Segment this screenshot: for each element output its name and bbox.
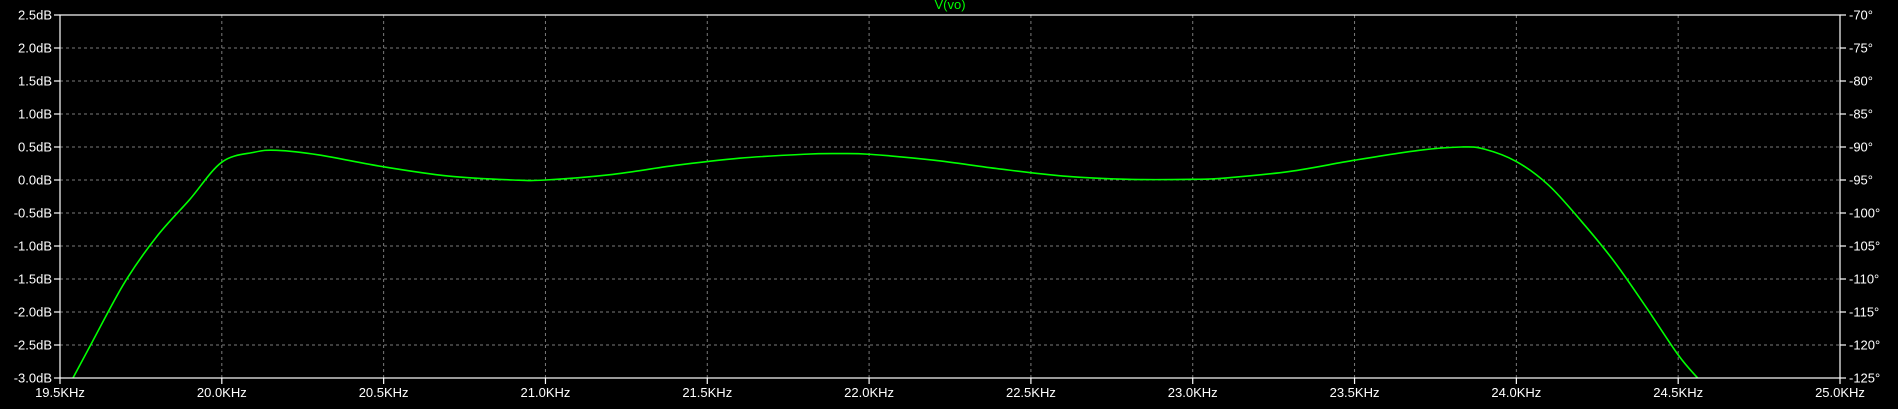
x-tick-label: 19.5KHz <box>35 385 85 400</box>
x-axis-labels: 19.5KHz 20.0KHz 20.5KHz 21.0KHz 21.5KHz 22.0K… <box>35 385 1865 400</box>
y-tick-label: 2.0dB <box>18 41 52 56</box>
y-tick-label: 1.0dB <box>18 107 52 122</box>
y-tick-label: 1.5dB <box>18 74 52 89</box>
x-tick-label: 20.0KHz <box>197 385 247 400</box>
x-tick-label: 21.0KHz <box>521 385 571 400</box>
x-tick-label: 20.5KHz <box>359 385 409 400</box>
y-tick-label: -1.0dB <box>14 239 52 254</box>
y2-tick-label: -105° <box>1849 239 1880 254</box>
y-tick-label: -2.5dB <box>14 338 52 353</box>
y2-tick-label: -75° <box>1849 41 1873 56</box>
series-line-vvo <box>72 146 1699 379</box>
y2-tick-label: -95° <box>1849 173 1873 188</box>
y-tick-label: -1.5dB <box>14 272 52 287</box>
y2-tick-label: -90° <box>1849 140 1873 155</box>
y2-tick-label: -115° <box>1849 305 1879 320</box>
y-tick-label: 0.0dB <box>18 173 52 188</box>
x-tick-label: 24.0KHz <box>1491 385 1541 400</box>
x-tick-label: 25.0KHz <box>1815 385 1865 400</box>
chart-title: V(vo) <box>934 0 965 12</box>
x-tick-label: 23.5KHz <box>1330 385 1380 400</box>
y-tick-label: 0.5dB <box>18 140 52 155</box>
y-tick-label: 2.5dB <box>18 8 52 23</box>
y2-tick-label: -125° <box>1849 371 1880 386</box>
y2-tick-label: -80° <box>1849 74 1873 89</box>
y-tick-label: -0.5dB <box>14 206 52 221</box>
grid-lines <box>60 15 1840 378</box>
x-tick-label: 23.0KHz <box>1168 385 1218 400</box>
trace-layer <box>72 146 1699 379</box>
y-tick-label: -3.0dB <box>14 371 52 386</box>
y2-tick-label: -85° <box>1849 107 1873 122</box>
x-tick-label: 24.5KHz <box>1653 385 1703 400</box>
plot-frame <box>59 14 1841 379</box>
y2-tick-label: -120° <box>1849 338 1880 353</box>
x-tick-label: 22.0KHz <box>844 385 894 400</box>
x-tick-label: 22.5KHz <box>1006 385 1056 400</box>
y2-tick-label: -70° <box>1849 8 1873 23</box>
y2-tick-label: -110° <box>1849 272 1879 287</box>
y-tick-label: -2.0dB <box>14 305 52 320</box>
y2-tick-label: -100° <box>1849 206 1880 221</box>
y2-axis-labels: -70° -75° -80° -85° -90° -95° -100° -105° -110° -… <box>1849 8 1880 386</box>
tick-marks <box>54 14 1846 384</box>
y-axis-labels: 2.5dB 2.0dB 1.5dB 1.0dB 0.5dB 0.0dB -0.5dB -1.0… <box>14 8 52 386</box>
x-tick-label: 21.5KHz <box>682 385 732 400</box>
